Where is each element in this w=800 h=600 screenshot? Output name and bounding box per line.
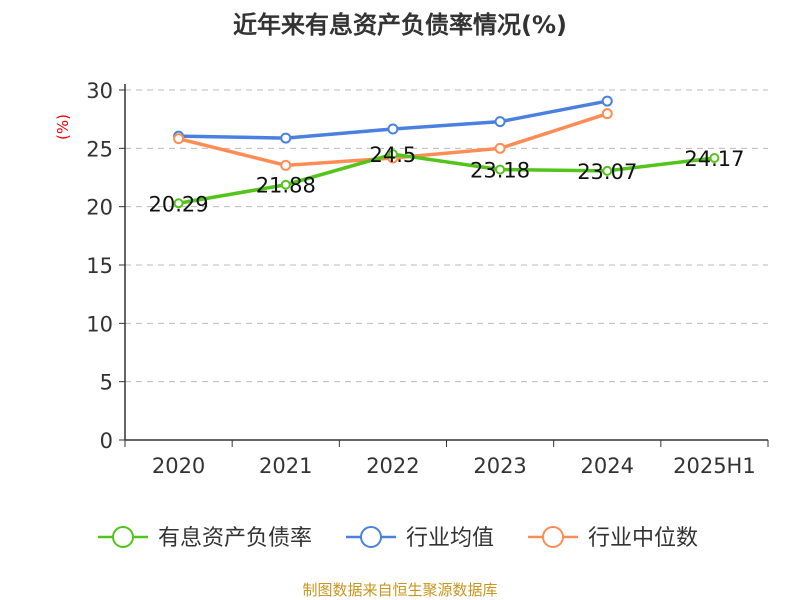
y-tick-label: 20 — [86, 196, 113, 220]
y-axis-label: (%) — [54, 114, 72, 140]
data-label: 23.07 — [577, 160, 637, 184]
legend-label: 有息资产负债率 — [158, 526, 312, 551]
series-line — [178, 152, 715, 206]
y-tick-label: 10 — [86, 312, 113, 336]
data-label: 21.88 — [256, 174, 316, 198]
x-tick-label: 2021 — [259, 454, 312, 478]
data-label: 24.17 — [684, 147, 744, 171]
data-point[interactable] — [495, 164, 506, 175]
legend-label: 行业中位数 — [588, 526, 698, 551]
data-point[interactable] — [709, 153, 720, 164]
footer-source: 制图数据来自恒生聚源数据库 — [302, 581, 497, 599]
x-tick-label: 2020 — [152, 454, 205, 478]
y-tick-label: 25 — [86, 137, 113, 161]
data-point[interactable] — [387, 149, 398, 160]
y-tick-label: 5 — [100, 371, 113, 395]
legend-marker[interactable] — [542, 526, 564, 548]
data-point[interactable] — [173, 133, 185, 145]
y-tick-label: 0 — [100, 429, 113, 453]
legend-label: 行业均值 — [406, 526, 494, 551]
data-point[interactable] — [601, 95, 613, 107]
y-tick-label: 30 — [86, 79, 113, 103]
data-point[interactable] — [387, 123, 399, 135]
y-tick-label: 15 — [86, 254, 113, 278]
data-label: 24.5 — [370, 143, 417, 167]
data-point[interactable] — [173, 198, 184, 209]
data-point[interactable] — [602, 165, 613, 176]
data-point[interactable] — [280, 132, 292, 144]
data-point[interactable] — [494, 116, 506, 128]
data-label: 23.18 — [470, 159, 530, 183]
x-tick-label: 2022 — [366, 454, 419, 478]
legend-marker[interactable] — [360, 526, 382, 548]
data-label: 20.29 — [149, 192, 209, 216]
data-point[interactable] — [494, 142, 506, 154]
data-point[interactable] — [280, 159, 292, 171]
data-point[interactable] — [280, 179, 291, 190]
data-point[interactable] — [601, 108, 613, 120]
chart-title: 近年来有息资产负债率情况(%) — [233, 11, 567, 39]
legend-marker[interactable] — [112, 526, 134, 548]
x-tick-label: 2023 — [473, 454, 526, 478]
x-tick-label: 2025H1 — [673, 454, 756, 478]
x-tick-label: 2024 — [581, 454, 634, 478]
